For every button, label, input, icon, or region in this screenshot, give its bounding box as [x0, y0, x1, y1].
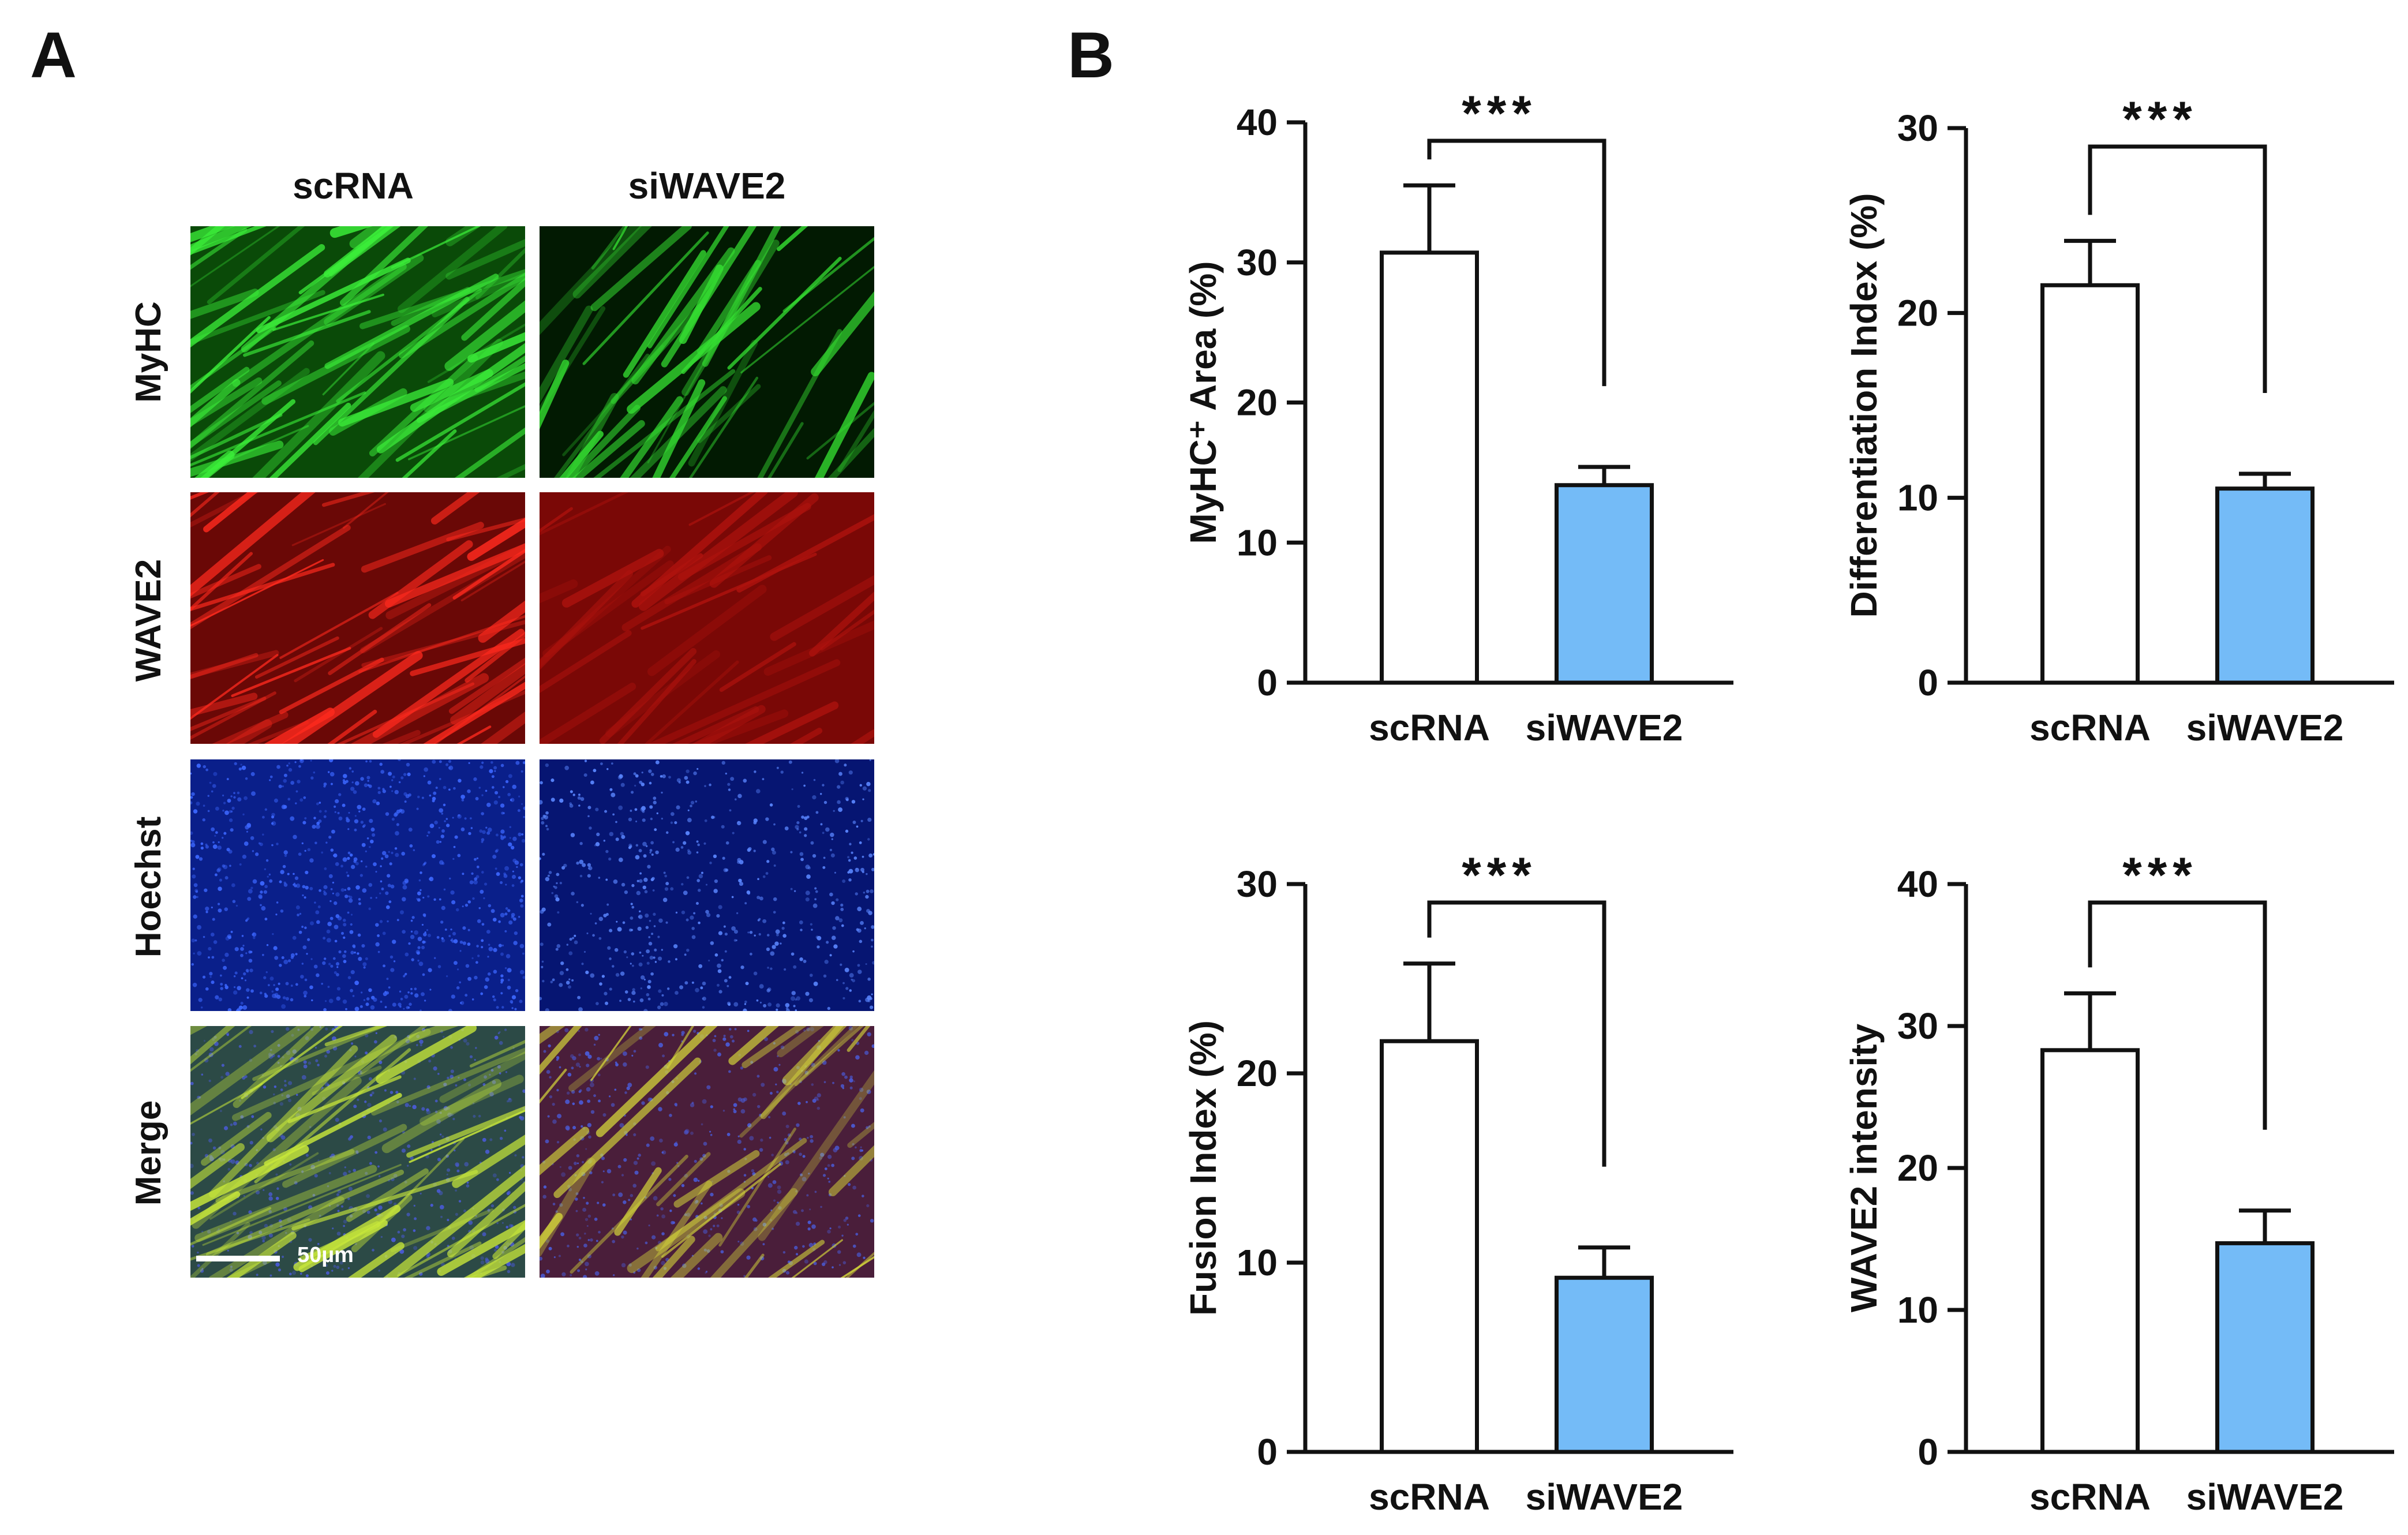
- x-category-label: scRNA: [1369, 1476, 1490, 1518]
- bar-scrna: [1380, 1039, 1479, 1454]
- chart-4: 0 10 20 30 40 WAVE2 intensity scRNA siWAVE2 ***: [1843, 848, 2394, 1518]
- y-tick-label: 20: [1897, 1147, 1938, 1189]
- y-axis-label: Differentiation Index (%): [1843, 193, 1885, 617]
- micrograph-myhc-siwave2: [540, 226, 874, 478]
- significance-label: ***: [1462, 86, 1537, 141]
- y-tick-label: 10: [1237, 1242, 1278, 1283]
- y-tick-label: 20: [1237, 1053, 1278, 1094]
- y-tick-label: 40: [1897, 863, 1938, 905]
- y-tick-label: 0: [1257, 1431, 1278, 1473]
- panel-a-letter: A: [30, 19, 77, 91]
- y-tick-label: 40: [1237, 102, 1278, 143]
- y-tick-label: 0: [1918, 662, 1938, 703]
- y-tick-label: 10: [1237, 522, 1278, 563]
- scale-bar: [196, 1256, 280, 1261]
- y-tick-label: 10: [1897, 1289, 1938, 1331]
- x-category-label: scRNA: [2029, 1476, 2151, 1518]
- column-header-siwave2: siWAVE2: [628, 165, 786, 207]
- bar-siwave2: [1555, 483, 1654, 685]
- scale-bar-label: 50µm: [297, 1243, 354, 1267]
- chart-1: 0 10 20 30 40 MyHC⁺ Area (%) scRNA siWAVE2 ***: [1182, 86, 1733, 748]
- y-tick-label: 30: [1897, 1005, 1938, 1047]
- y-tick-label: 20: [1897, 292, 1938, 334]
- micrograph-hoechst-siwave2: [540, 759, 874, 1011]
- y-tick-label: 10: [1897, 477, 1938, 519]
- column-header-scrna: scRNA: [293, 165, 414, 207]
- y-axis-label: WAVE2 intensity: [1843, 1023, 1885, 1312]
- significance-bracket: [2088, 900, 2267, 1130]
- micrograph-wave2-siwave2: [540, 492, 874, 744]
- significance-label: ***: [1462, 848, 1537, 903]
- significance-bracket: [1427, 138, 1606, 387]
- x-category-label: siWAVE2: [2186, 707, 2344, 748]
- y-tick-label: 0: [1257, 662, 1278, 703]
- bar-scrna: [2040, 1048, 2140, 1454]
- x-category-label: scRNA: [1369, 707, 1490, 748]
- bar-scrna: [1380, 250, 1479, 685]
- bar-siwave2: [1555, 1275, 1654, 1454]
- y-tick-label: 30: [1897, 107, 1938, 149]
- micrograph-hoechst-scrna: [190, 759, 525, 1011]
- significance-bracket: [1427, 900, 1606, 1167]
- bar-siwave2: [2215, 1241, 2315, 1454]
- y-tick-label: 30: [1237, 863, 1278, 905]
- y-axis-label: Fusion Index (%): [1182, 1020, 1224, 1316]
- panel-b-letter: B: [1068, 19, 1114, 91]
- micrograph-myhc-scrna: [190, 226, 525, 478]
- significance-label: ***: [2122, 92, 2197, 147]
- x-category-label: siWAVE2: [1526, 707, 1683, 748]
- significance-label: ***: [2122, 848, 2197, 903]
- micrograph-merge-siwave2: [540, 1026, 874, 1278]
- y-tick-label: 0: [1918, 1431, 1938, 1473]
- x-category-label: siWAVE2: [2186, 1476, 2344, 1518]
- bar-scrna: [2040, 283, 2140, 685]
- chart-2: 0 10 20 30 Differentiation Index (%) scRNA siW…: [1843, 92, 2394, 748]
- y-tick-label: 20: [1237, 382, 1278, 424]
- x-category-label: siWAVE2: [1526, 1476, 1683, 1518]
- y-axis-label: MyHC⁺ Area (%): [1182, 261, 1224, 544]
- y-tick-label: 30: [1237, 242, 1278, 283]
- x-category-label: scRNA: [2029, 707, 2151, 748]
- bar-siwave2: [2215, 486, 2315, 685]
- micrograph-wave2-scrna: [190, 492, 525, 744]
- micrograph-merge-scrna: [190, 1026, 525, 1278]
- chart-3: 0 10 20 30 Fusion Index (%) scRNA siWAVE2 ***: [1182, 848, 1733, 1518]
- significance-bracket: [2088, 144, 2267, 394]
